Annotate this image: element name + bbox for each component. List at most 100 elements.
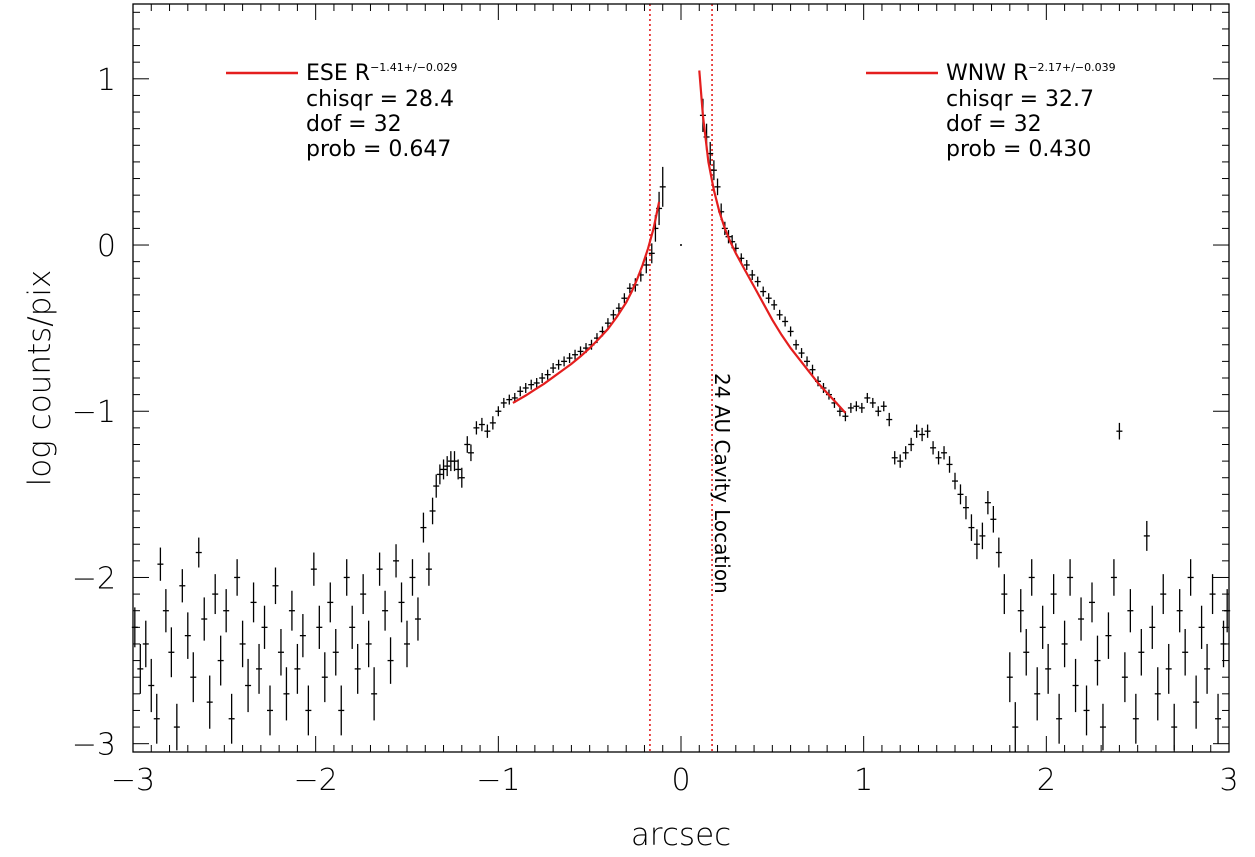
- data-point: [451, 451, 458, 472]
- data-point: [1050, 574, 1057, 615]
- y-tick-label: 1: [97, 63, 116, 98]
- data-point: [1067, 559, 1074, 596]
- data-point: [522, 382, 529, 393]
- data-point: [393, 544, 400, 578]
- data-point: [360, 574, 367, 615]
- data-point: [478, 417, 485, 432]
- data-point: [148, 658, 155, 713]
- data-point: [626, 283, 633, 294]
- legend-base-ese: R: [355, 61, 370, 86]
- data-point: [984, 491, 991, 515]
- data-point: [316, 605, 323, 649]
- data-point: [1171, 703, 1178, 751]
- data-point: [467, 444, 474, 462]
- data-point: [919, 427, 926, 442]
- data-point: [436, 464, 443, 485]
- data-point: [1061, 620, 1068, 668]
- data-point: [615, 303, 622, 314]
- fit-curve-ese: [512, 201, 661, 404]
- legend-dof-ese: dof = 32: [306, 112, 402, 137]
- data-point: [440, 459, 447, 480]
- data-point: [429, 497, 436, 525]
- data-point: [891, 451, 898, 465]
- data-point: [489, 416, 496, 430]
- y-axis-label: log counts/pix: [22, 270, 58, 487]
- legend-ese: ESE R−1.41+/−0.029 chisqr = 28.4 dof = 3…: [226, 61, 457, 162]
- data-point: [648, 243, 655, 264]
- data-point: [995, 537, 1002, 568]
- legend-chisqr-ese: chisqr = 28.4: [306, 87, 454, 112]
- data-point: [776, 309, 783, 320]
- data-point: [321, 652, 328, 703]
- data-point: [162, 589, 169, 633]
- cavity-annotation: 24 AU Cavity Location: [710, 373, 734, 594]
- data-point: [1215, 693, 1222, 744]
- data-point: [743, 259, 750, 270]
- data-point: [771, 299, 778, 310]
- data-point: [217, 635, 224, 686]
- data-point: [765, 293, 772, 304]
- data-point: [930, 441, 937, 455]
- data-point: [572, 349, 579, 360]
- data-point: [793, 339, 800, 350]
- data-point: [190, 652, 197, 703]
- data-point: [1209, 574, 1216, 615]
- data-point: [433, 474, 440, 498]
- data-point: [1121, 652, 1128, 703]
- x-tick-label: 0: [671, 763, 690, 798]
- data-point: [550, 363, 557, 374]
- data-point: [577, 346, 584, 357]
- data-point: [382, 590, 389, 631]
- data-point: [1132, 693, 1139, 744]
- data-point: [1023, 628, 1030, 676]
- legend-base-wnw: R: [1013, 61, 1028, 86]
- data-point: [137, 643, 144, 694]
- data-point: [1149, 605, 1156, 649]
- legend-prob-ese: prob = 0.647: [306, 137, 451, 162]
- data-point: [1017, 589, 1024, 633]
- data-points: [131, 98, 1231, 752]
- data-point: [875, 406, 882, 417]
- data-point: [444, 456, 451, 477]
- legend-exponent-ese: −1.41+/−0.029: [370, 61, 457, 74]
- data-point: [495, 406, 502, 417]
- data-point: [941, 446, 948, 460]
- data-point: [1198, 605, 1205, 649]
- data-point: [305, 685, 312, 736]
- data-point: [528, 379, 535, 390]
- data-point: [250, 582, 257, 623]
- y-tick-label: 0: [97, 229, 116, 264]
- data-point: [256, 643, 263, 694]
- data-point: [1045, 643, 1052, 694]
- y-tick-label: −3: [72, 728, 116, 763]
- data-point: [749, 269, 756, 280]
- legend-wnw: WNW R−2.17+/−0.039 chisqr = 32.7 dof = 3…: [866, 61, 1116, 162]
- data-point: [1078, 597, 1085, 641]
- data-point: [1110, 559, 1117, 596]
- data-point: [277, 628, 284, 676]
- legend-exponent-wnw: −2.17+/−0.039: [1028, 61, 1115, 74]
- data-point: [168, 627, 175, 678]
- legend-series-name-wnw: WNW: [946, 61, 1006, 86]
- data-point: [404, 620, 410, 668]
- x-tick-label: −1: [476, 763, 520, 798]
- data-point: [858, 402, 865, 413]
- data-point: [327, 582, 334, 623]
- data-point: [714, 178, 721, 196]
- data-point: [902, 446, 909, 460]
- data-point: [365, 620, 372, 668]
- data-point: [376, 552, 383, 586]
- data-point: [1116, 422, 1123, 440]
- data-point: [1138, 628, 1145, 676]
- data-point: [349, 605, 356, 649]
- data-point: [1028, 559, 1035, 596]
- data-point: [1182, 628, 1189, 676]
- data-point: [1094, 635, 1101, 686]
- data-point: [968, 514, 975, 541]
- fit-curve-wnw: [698, 70, 847, 414]
- data-point: [760, 286, 767, 297]
- data-point: [864, 392, 871, 403]
- data-point: [935, 451, 942, 465]
- data-point: [425, 552, 432, 586]
- data-point: [517, 386, 524, 397]
